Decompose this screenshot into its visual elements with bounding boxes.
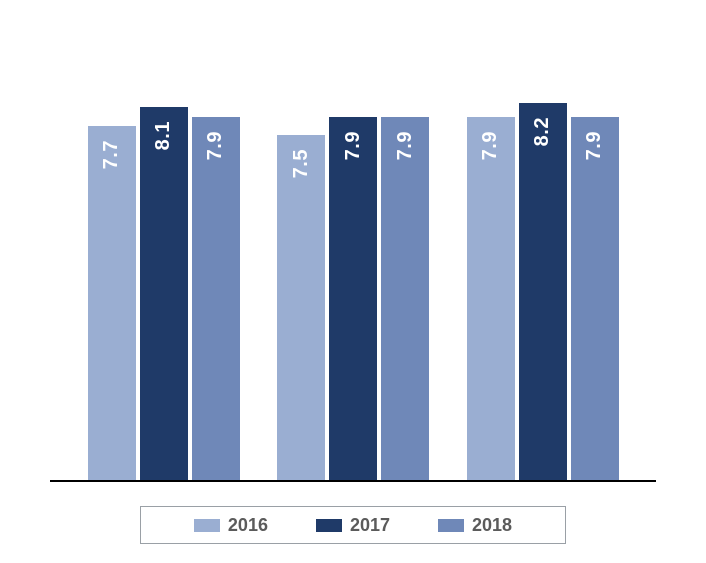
- legend-swatch: [438, 519, 464, 532]
- bar: 8.1: [140, 107, 188, 480]
- plot-area: 7.7 8.1 7.9 7.5 7.9 7.9 7.9 8.2 7.9: [50, 20, 656, 480]
- legend-label: 2017: [350, 515, 390, 536]
- legend-item: 2016: [194, 515, 268, 536]
- bar-value-label: 7.5: [290, 149, 313, 178]
- bar-chart: 7.7 8.1 7.9 7.5 7.9 7.9 7.9 8.2 7.9 2016 2017 2018: [0, 0, 706, 563]
- legend-swatch: [194, 519, 220, 532]
- bar: 7.9: [467, 117, 515, 480]
- bar-value-label: 7.9: [479, 131, 502, 160]
- legend-item: 2017: [316, 515, 390, 536]
- bar-group: 7.5 7.9 7.9: [277, 117, 429, 480]
- x-axis-baseline: [50, 480, 656, 482]
- bar-value-label: 7.9: [342, 131, 365, 160]
- bar-value-label: 8.1: [152, 121, 175, 150]
- legend-label: 2018: [472, 515, 512, 536]
- bar: 8.2: [519, 103, 567, 480]
- bar-value-label: 7.9: [583, 131, 606, 160]
- bar: 7.5: [277, 135, 325, 480]
- bar: 7.9: [381, 117, 429, 480]
- bar-value-label: 7.7: [100, 140, 123, 169]
- bar-group: 7.9 8.2 7.9: [467, 103, 619, 480]
- legend-item: 2018: [438, 515, 512, 536]
- bar-group: 7.7 8.1 7.9: [88, 107, 240, 480]
- bar: 7.9: [571, 117, 619, 480]
- bar-value-label: 8.2: [531, 117, 554, 146]
- bar: 7.7: [88, 126, 136, 480]
- legend: 2016 2017 2018: [140, 506, 566, 544]
- legend-label: 2016: [228, 515, 268, 536]
- bar-value-label: 7.9: [394, 131, 417, 160]
- bar-value-label: 7.9: [204, 131, 227, 160]
- bar: 7.9: [192, 117, 240, 480]
- bar: 7.9: [329, 117, 377, 480]
- legend-swatch: [316, 519, 342, 532]
